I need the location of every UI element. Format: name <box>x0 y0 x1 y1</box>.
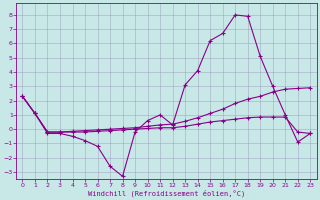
X-axis label: Windchill (Refroidissement éolien,°C): Windchill (Refroidissement éolien,°C) <box>88 189 245 197</box>
